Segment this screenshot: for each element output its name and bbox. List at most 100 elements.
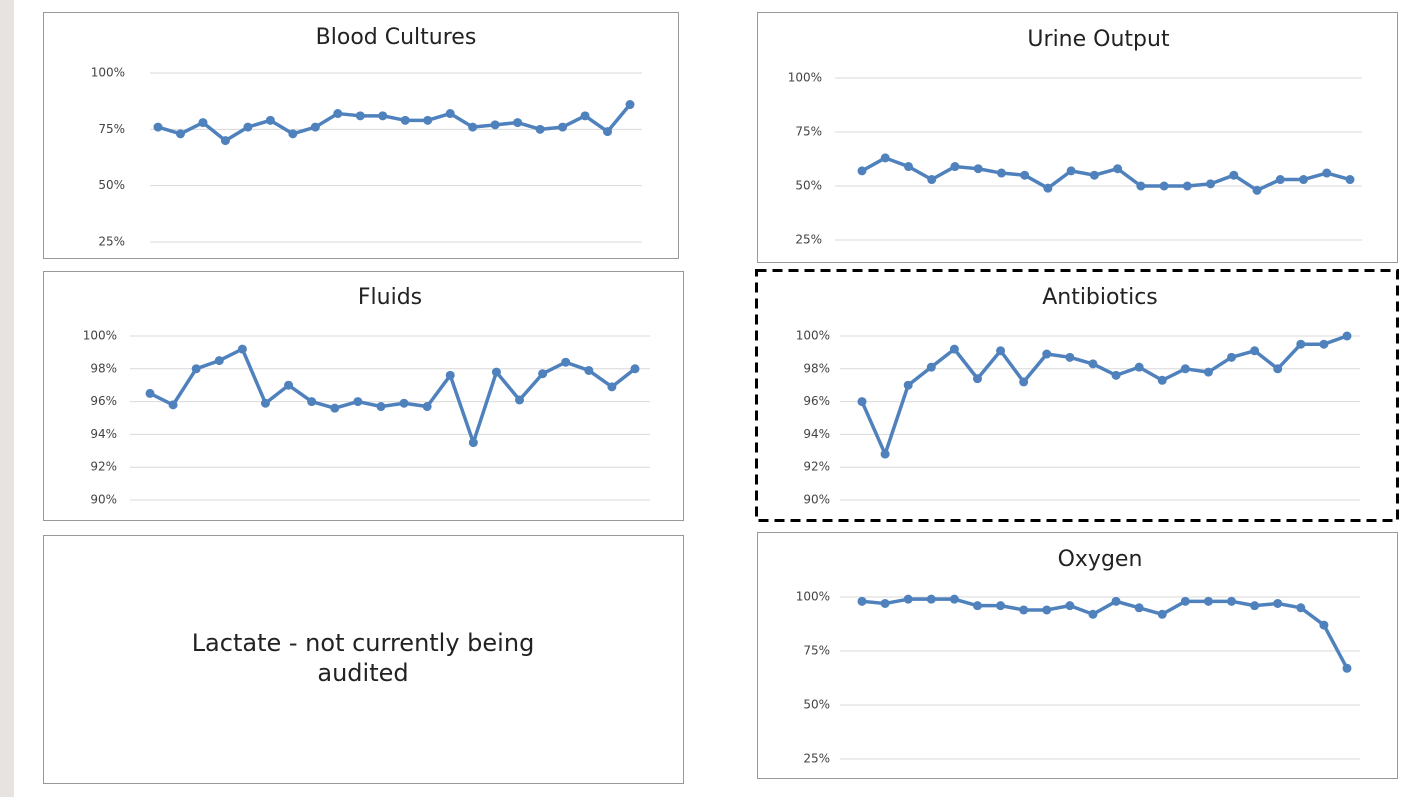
point: [558, 122, 568, 132]
point: [1319, 339, 1329, 349]
point: [630, 364, 640, 374]
point: [1250, 601, 1260, 611]
point: [857, 397, 867, 407]
point: [1206, 179, 1216, 189]
note-text: Lactate - not currently being audited: [192, 629, 535, 687]
point: [330, 403, 340, 413]
point: [538, 369, 548, 379]
point: [1229, 170, 1239, 180]
y-tick-label: 98%: [90, 361, 117, 375]
point: [168, 400, 178, 410]
point: [376, 402, 386, 412]
point: [1250, 346, 1260, 356]
y-tick-label: 25%: [98, 235, 125, 249]
point: [490, 120, 500, 130]
point: [423, 115, 433, 125]
y-tick-label: 96%: [803, 394, 830, 408]
y-tick-label: 90%: [90, 493, 117, 507]
point: [903, 162, 913, 172]
point: [1159, 181, 1169, 191]
chart-title: Fluids: [358, 285, 422, 310]
point: [1088, 609, 1098, 619]
y-tick-label: 100%: [83, 329, 117, 343]
point: [1043, 183, 1053, 193]
y-tick-label: 100%: [788, 71, 822, 85]
y-tick-label: 50%: [803, 698, 830, 712]
point: [1273, 364, 1283, 374]
y-tick-label: 98%: [803, 361, 830, 375]
point: [1113, 164, 1123, 174]
chart-frame: [43, 271, 684, 521]
y-tick-label: 100%: [91, 66, 125, 80]
y-tick-label: 25%: [795, 233, 822, 247]
point: [903, 380, 913, 390]
point: [1319, 620, 1329, 630]
point: [1227, 596, 1237, 606]
y-tick-label: 90%: [803, 493, 830, 507]
y-tick-label: 25%: [803, 752, 830, 766]
point: [1134, 603, 1144, 613]
y-tick-label: 92%: [803, 460, 830, 474]
chart-frame: [43, 12, 679, 259]
point: [515, 395, 525, 405]
point: [191, 364, 201, 374]
chart-title: Urine Output: [1027, 27, 1170, 52]
point: [237, 344, 247, 354]
point: [1203, 596, 1213, 606]
point: [996, 601, 1006, 611]
point: [1296, 603, 1306, 613]
point: [1296, 339, 1306, 349]
point: [1275, 175, 1285, 185]
chart-frame: [755, 269, 1399, 522]
y-tick-label: 50%: [98, 178, 125, 192]
point: [491, 367, 501, 377]
line: [157, 103, 632, 143]
point: [153, 122, 163, 132]
point: [310, 122, 320, 132]
point: [1042, 349, 1052, 359]
point: [625, 100, 635, 110]
point: [288, 129, 298, 139]
point: [857, 596, 867, 606]
point: [399, 398, 409, 408]
point: [1322, 168, 1332, 178]
point: [973, 164, 983, 174]
point: [880, 598, 890, 608]
point: [972, 374, 982, 384]
y-tick-label: 100%: [796, 329, 830, 343]
point: [243, 122, 253, 132]
y-tick-label: 100%: [796, 590, 830, 604]
point: [996, 168, 1006, 178]
point: [333, 109, 343, 119]
point: [1227, 352, 1237, 362]
line: [149, 347, 637, 445]
point: [1203, 367, 1213, 377]
point: [926, 362, 936, 372]
point: [903, 594, 913, 604]
point: [1111, 596, 1121, 606]
point: [1345, 175, 1355, 185]
point: [1342, 331, 1352, 341]
point: [926, 594, 936, 604]
point: [1019, 605, 1029, 615]
point: [145, 388, 155, 398]
point: [996, 346, 1006, 356]
y-tick-label: 75%: [795, 125, 822, 139]
point: [1111, 370, 1121, 380]
point: [1342, 663, 1352, 673]
point: [1182, 181, 1192, 191]
y-tick-label: 50%: [795, 179, 822, 193]
y-tick-label: 94%: [803, 427, 830, 441]
point: [857, 166, 867, 176]
point: [355, 111, 365, 121]
point: [1252, 185, 1262, 195]
point: [265, 115, 275, 125]
point: [468, 122, 478, 132]
point: [1088, 359, 1098, 369]
point: [603, 127, 613, 137]
point: [284, 380, 294, 390]
line: [861, 597, 1349, 670]
chart-frame: [757, 12, 1398, 263]
point: [468, 438, 478, 448]
point: [378, 111, 388, 121]
